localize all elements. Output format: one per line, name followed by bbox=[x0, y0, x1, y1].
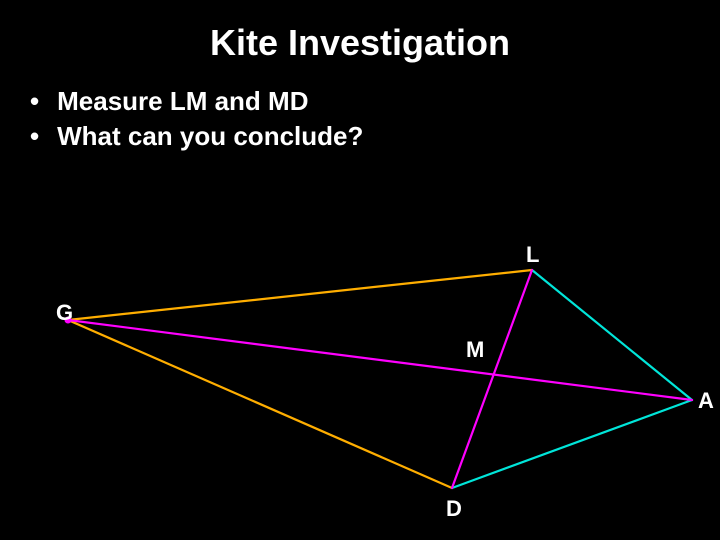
vertex-label-M: M bbox=[466, 337, 484, 363]
vertex-label-G: G bbox=[56, 300, 73, 326]
kite-diagram bbox=[0, 0, 720, 540]
edge-L-A bbox=[532, 270, 692, 400]
vertex-label-L: L bbox=[526, 242, 539, 268]
edge-G-L bbox=[68, 270, 532, 320]
edge-D-A bbox=[452, 400, 692, 488]
vertex-label-D: D bbox=[446, 496, 462, 522]
vertex-label-A: A bbox=[698, 388, 714, 414]
